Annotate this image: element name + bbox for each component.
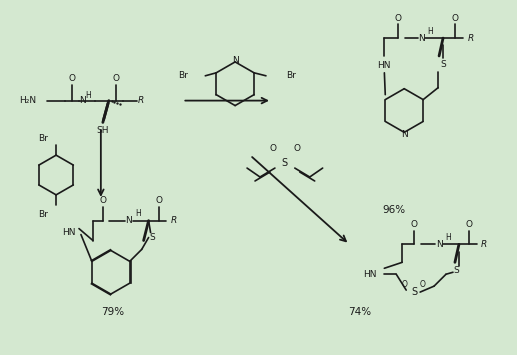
Text: HN: HN <box>377 61 391 70</box>
Text: H: H <box>427 27 433 36</box>
Text: H: H <box>85 91 91 100</box>
Text: Br: Br <box>38 134 48 143</box>
Text: O: O <box>293 144 300 153</box>
Text: S: S <box>411 287 417 297</box>
Text: O: O <box>155 196 162 205</box>
Text: O: O <box>451 14 459 23</box>
Text: HN: HN <box>362 270 376 279</box>
Text: O: O <box>465 220 473 229</box>
Text: S: S <box>440 60 446 69</box>
Text: 79%: 79% <box>101 307 125 317</box>
Text: H₂N: H₂N <box>19 96 36 105</box>
Text: SH: SH <box>97 126 109 135</box>
Text: S: S <box>150 233 156 242</box>
Text: O: O <box>395 14 402 23</box>
Text: R: R <box>138 96 144 105</box>
Text: Br: Br <box>286 71 296 80</box>
Text: N: N <box>232 56 238 65</box>
Text: S: S <box>282 158 288 168</box>
Text: 96%: 96% <box>383 205 406 215</box>
Text: Br: Br <box>178 71 188 80</box>
Text: N: N <box>80 96 86 105</box>
Text: O: O <box>410 220 418 229</box>
Text: S: S <box>453 266 459 275</box>
Text: Br: Br <box>38 210 48 219</box>
Text: O: O <box>112 74 119 83</box>
Text: O: O <box>269 144 277 153</box>
Text: H: H <box>135 209 141 218</box>
Text: N: N <box>418 34 424 43</box>
Text: N: N <box>125 216 132 225</box>
Text: R: R <box>170 216 177 225</box>
Text: HN: HN <box>62 228 76 237</box>
Text: N: N <box>436 240 443 249</box>
Text: H: H <box>445 233 451 242</box>
Text: 74%: 74% <box>348 307 371 317</box>
Text: R: R <box>481 240 487 249</box>
Text: R: R <box>468 34 474 43</box>
Text: O: O <box>401 280 407 289</box>
Text: O: O <box>99 196 107 205</box>
Text: N: N <box>401 130 407 139</box>
Text: O: O <box>419 280 425 289</box>
Text: O: O <box>69 74 75 83</box>
